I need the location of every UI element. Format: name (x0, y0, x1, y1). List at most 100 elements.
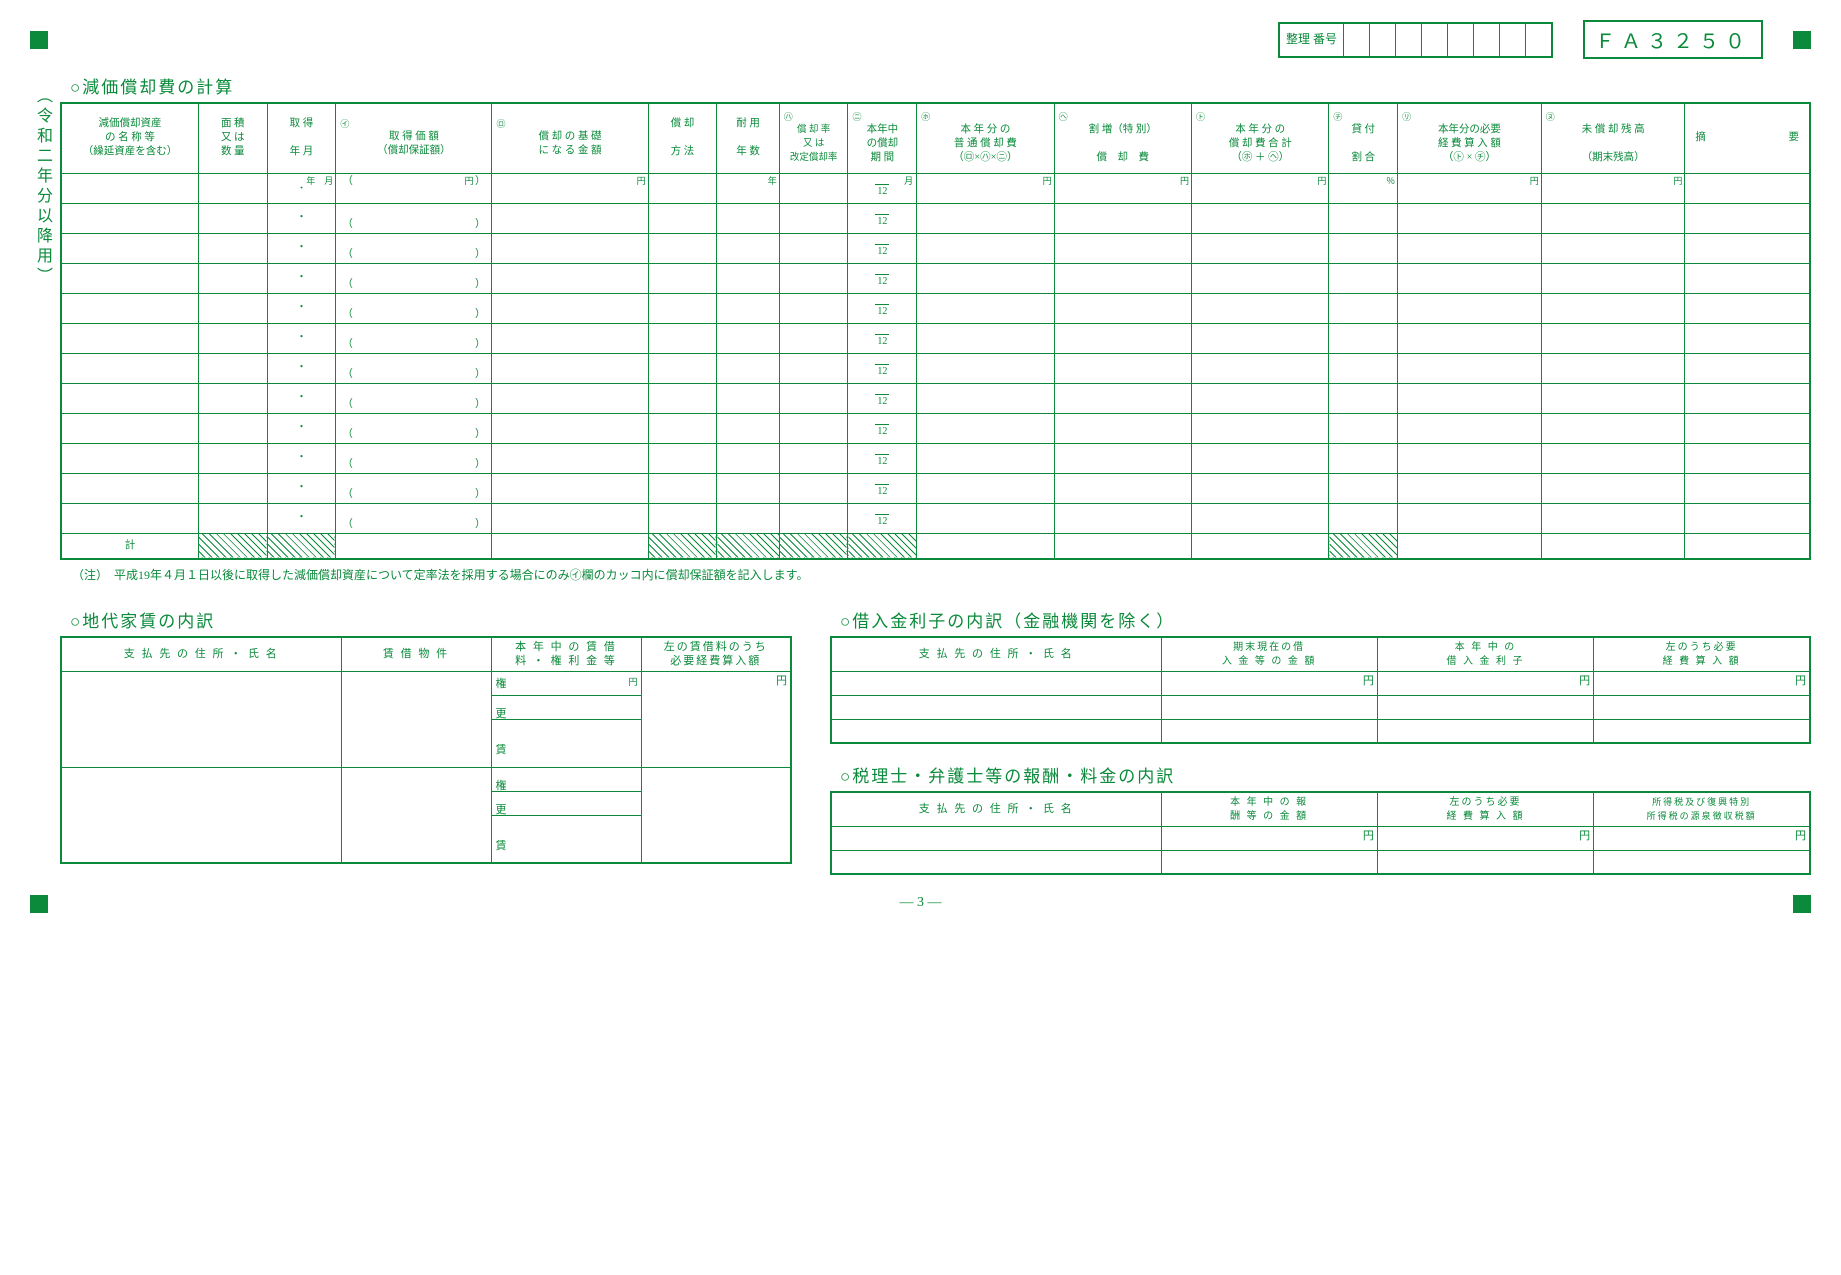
th-name: 減価償却資産 の 名 称 等 （繰延資産を含む） (61, 103, 198, 173)
table-row: 12 (61, 413, 1810, 443)
section1-title: ○減価償却費の計算 (70, 73, 1811, 98)
depreciation-table: 減価償却資産 の 名 称 等 （繰延資産を含む） 面 積 又 は 数 量 取 得… (60, 102, 1811, 560)
rent-ko: 更 (491, 695, 641, 719)
rent-payee (61, 767, 341, 863)
th-total-dep: ㋣本 年 分 の 償 却 費 合 計 （㋭ ＋ ㋬） (1192, 103, 1329, 173)
th-acq-cost: ㋑取 得 価 額 （償却保証額） (336, 103, 492, 173)
section4-title: ○税理士・弁護士等の報酬・料金の内訳 (840, 762, 1811, 787)
corner-square-tl (30, 31, 48, 49)
seiri-cell (1447, 24, 1473, 56)
total-row: 計 (61, 533, 1810, 559)
th-basis: ㋺償 却 の 基 礎 に な る 金 額 (492, 103, 648, 173)
seiri-cell (1395, 24, 1421, 56)
fee-payee (831, 826, 1161, 850)
header-right: 整理 番号 ＦＡ３２５０ (1278, 20, 1811, 59)
corner-square-tr (1793, 31, 1811, 49)
rent-ken: 権円 (491, 671, 641, 695)
fee-header: 支 払 先 の 住 所 ・ 氏 名 本 年 中 の 報 酬 等 の 金 額 左の… (831, 792, 1810, 826)
th-special: ㋬割 増（特 別） 償 却 費 (1054, 103, 1191, 173)
rent-row: 権 (61, 767, 791, 791)
note: （注） 平成19年４月１日以後に取得した減価償却資産について定率法を採用する場合… (72, 566, 1811, 583)
th-rate: ㋩償 却 率 又 は 改定償却率 (779, 103, 848, 173)
rent-row: 権円 円 (61, 671, 791, 695)
int-h4: 左のうち必要 経 費 算 入 額 (1594, 637, 1810, 671)
th-lease-pct: ㋠貸 付 割 合 (1329, 103, 1398, 173)
content: ○減価償却費の計算 減価償却資産 の 名 称 等 （繰延資産を含む） 面 積 又… (60, 67, 1811, 875)
th-acq-date: 取 得 年 月 (267, 103, 336, 173)
corner-square-br (1793, 895, 1811, 913)
int-row (831, 719, 1810, 743)
fee-withholding: 円 (1594, 826, 1810, 850)
fee-necessary: 円 (1377, 826, 1593, 850)
table-row: 12 (61, 263, 1810, 293)
int-h2: 期末現在の借 入 金 等 の 金 額 (1161, 637, 1377, 671)
th-area: 面 積 又 は 数 量 (198, 103, 267, 173)
rent-h3: 本 年 中 の 賃 借 料 ・ 権 利 金 等 (491, 637, 641, 671)
header-row: 整理 番号 ＦＡ３２５０ (30, 20, 1811, 59)
fee-h2: 本 年 中 の 報 酬 等 の 金 額 (1161, 792, 1377, 826)
int-h3: 本 年 中 の 借 入 金 利 子 (1377, 637, 1593, 671)
table-row: 12 (61, 473, 1810, 503)
corner-square-bl (30, 895, 48, 913)
seiri-cell (1525, 24, 1551, 56)
table-row: 12 (61, 353, 1810, 383)
rent-payee (61, 671, 341, 767)
th-necessary: ㋷本年分の必要 経 費 算 入 額 （㋣ × ㋠） (1398, 103, 1542, 173)
int-balance: 円 (1161, 671, 1377, 695)
section2-title: ○地代家賃の内訳 (70, 607, 790, 632)
th-remarks: 摘 要 (1685, 103, 1810, 173)
th-life: 耐 用 年 数 (717, 103, 779, 173)
rent-ko: 更 (491, 791, 641, 815)
rent-header: 支 払 先 の 住 所 ・ 氏 名 賃 借 物 件 本 年 中 の 賃 借 料 … (61, 637, 791, 671)
fee-h1: 支 払 先 の 住 所 ・ 氏 名 (831, 792, 1161, 826)
header-row: 減価償却資産 の 名 称 等 （繰延資産を含む） 面 積 又 は 数 量 取 得… (61, 103, 1810, 173)
seiri-cell (1421, 24, 1447, 56)
rent-h1: 支 払 先 の 住 所 ・ 氏 名 (61, 637, 341, 671)
table-row: 12 (61, 293, 1810, 323)
int-necessary: 円 (1594, 671, 1810, 695)
fee-h3: 左のうち必要 経 費 算 入 額 (1377, 792, 1593, 826)
fee-table: 支 払 先 の 住 所 ・ 氏 名 本 年 中 の 報 酬 等 の 金 額 左の… (830, 791, 1811, 875)
lower-section: ○地代家賃の内訳 支 払 先 の 住 所 ・ 氏 名 賃 借 物 件 本 年 中… (60, 601, 1811, 875)
seiri-cell (1499, 24, 1525, 56)
table-row: 12 (61, 443, 1810, 473)
fa-code: ＦＡ３２５０ (1583, 20, 1763, 59)
seiri-cells (1343, 24, 1551, 56)
lower-right: ○借入金利子の内訳（金融機関を除く） 支 払 先 の 住 所 ・ 氏 名 期末現… (830, 601, 1811, 875)
rent-chin: 賃 (491, 719, 641, 767)
table-row: 12 (61, 233, 1810, 263)
rent-ken: 権 (491, 767, 641, 791)
table-row: 12 (61, 383, 1810, 413)
rent-necessary (641, 767, 791, 863)
int-payee (831, 671, 1161, 695)
seiri-label: 整理 番号 (1280, 31, 1343, 48)
th-method: 償 却 方 法 (648, 103, 717, 173)
int-h1: 支 払 先 の 住 所 ・ 氏 名 (831, 637, 1161, 671)
rent-chin: 賃 (491, 815, 641, 863)
seiri-number-box: 整理 番号 (1278, 22, 1553, 58)
fee-row: 円 円 円 (831, 826, 1810, 850)
th-balance: ㋦未 償 却 残 高 （期末残高） (1541, 103, 1685, 173)
int-interest: 円 (1377, 671, 1593, 695)
rent-h4: 左の賃借料のうち 必要経費算入額 (641, 637, 791, 671)
table-row: 12 (61, 203, 1810, 233)
total-label: 計 (61, 533, 198, 559)
interest-table: 支 払 先 の 住 所 ・ 氏 名 期末現在の借 入 金 等 の 金 額 本 年… (830, 636, 1811, 744)
fee-amount: 円 (1161, 826, 1377, 850)
th-period: ㋥本年中 の償却 期 間 (848, 103, 917, 173)
seiri-cell (1343, 24, 1369, 56)
table-row: 12 (61, 503, 1810, 533)
table-row: 12 (61, 323, 1810, 353)
rent-table: 支 払 先 の 住 所 ・ 氏 名 賃 借 物 件 本 年 中 の 賃 借 料 … (60, 636, 792, 864)
seiri-cell (1369, 24, 1395, 56)
fee-h4: 所得税及び復興特別 所得税の源泉徴収税額 (1594, 792, 1810, 826)
fee-row (831, 850, 1810, 874)
main-wrap: （令和二年分以降用） ○減価償却費の計算 減価償却資産 の 名 称 等 （繰延資… (30, 67, 1811, 875)
rent-necessary: 円 (641, 671, 791, 767)
th-ordinary: ㋭本 年 分 の 普 通 償 却 費 （㋺×㋩×㋥） (917, 103, 1054, 173)
seiri-cell (1473, 24, 1499, 56)
rent-property (341, 671, 491, 767)
lower-left: ○地代家賃の内訳 支 払 先 の 住 所 ・ 氏 名 賃 借 物 件 本 年 中… (60, 601, 790, 875)
int-row: 円 円 円 (831, 671, 1810, 695)
rent-h2: 賃 借 物 件 (341, 637, 491, 671)
